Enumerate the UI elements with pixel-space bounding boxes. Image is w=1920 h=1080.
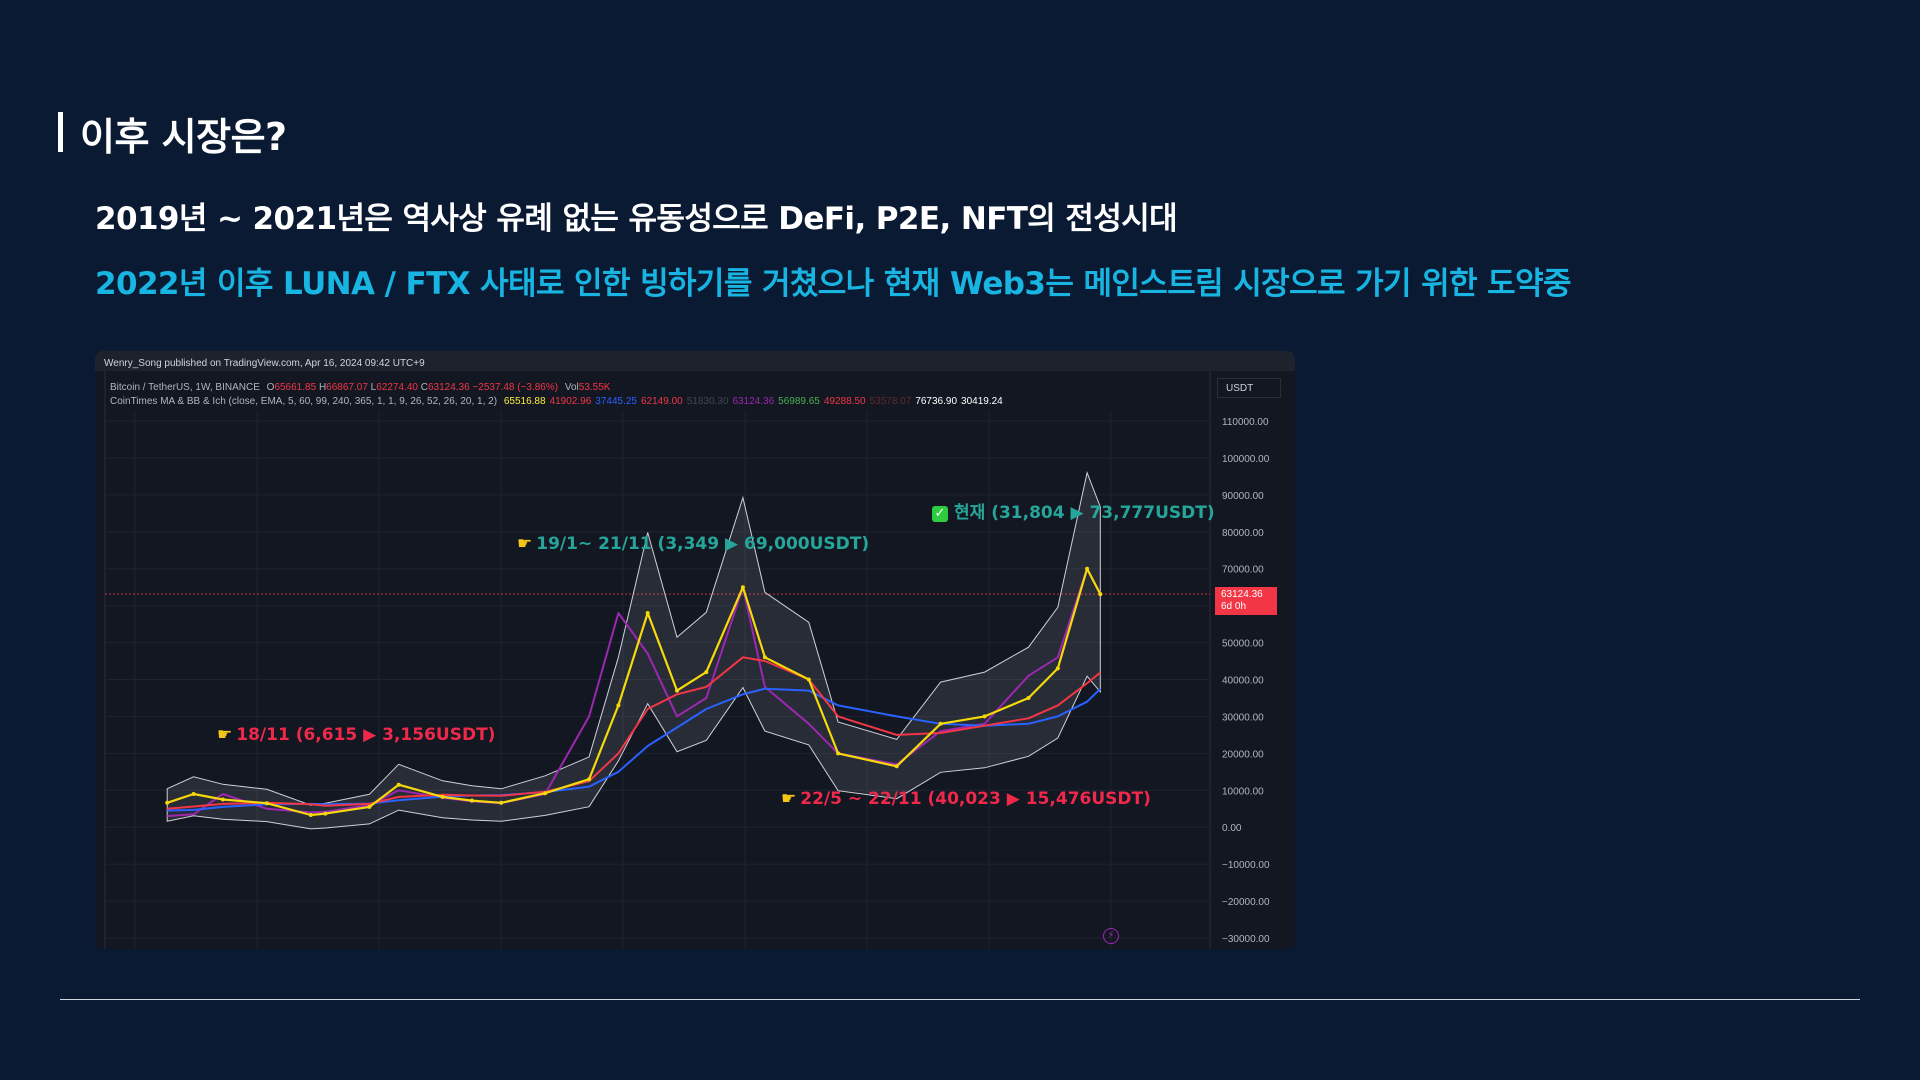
indicator-value: 63124.36 xyxy=(732,396,775,407)
chart-header-strip xyxy=(95,351,1295,371)
bottom-divider xyxy=(60,999,1860,1000)
data-point xyxy=(440,794,445,799)
data-point xyxy=(982,714,987,719)
data-point xyxy=(396,782,401,787)
indicator-value: 37445.25 xyxy=(595,396,637,407)
open-label: O xyxy=(266,382,275,393)
currency-selector[interactable]: USDT xyxy=(1217,378,1281,398)
y-tick-label: 40000.00 xyxy=(1222,676,1264,687)
data-point xyxy=(367,804,372,809)
y-tick-label: 70000.00 xyxy=(1222,565,1264,576)
data-point xyxy=(836,751,841,756)
indicator-name: CoinTimes MA & BB & Ich (close, EMA, 5, … xyxy=(110,396,498,407)
volume-label: Vol xyxy=(564,382,579,393)
y-tick-label: 80000.00 xyxy=(1222,528,1264,539)
data-point xyxy=(469,798,474,803)
data-point xyxy=(191,792,196,796)
indicator-value: 49288.50 xyxy=(823,396,866,407)
data-point xyxy=(1098,592,1103,597)
data-point xyxy=(499,800,504,805)
y-tick-label: 30000.00 xyxy=(1222,712,1264,723)
lightning-icon[interactable]: ⚡ xyxy=(1103,928,1119,944)
title-accent-bar xyxy=(58,112,63,152)
low-value: 62274.40 xyxy=(376,382,418,393)
y-tick-label: 100000.00 xyxy=(1222,454,1270,465)
data-point xyxy=(587,777,592,782)
close-label: C xyxy=(420,382,428,393)
indicator-value: 30419.24 xyxy=(961,396,1003,407)
data-point xyxy=(675,688,679,693)
pointing-hand-icon: ☛ xyxy=(217,725,233,745)
data-point xyxy=(543,791,548,796)
data-point xyxy=(740,585,745,590)
data-point xyxy=(704,670,709,675)
last-price: 63124.36 xyxy=(1221,589,1263,600)
annotation-bear-2018: ☛ 18/11 (6,615 ▶ 3,156USDT) xyxy=(217,725,495,745)
annotation-bull-text: 19/1~ 21/11 (3,349 ▶ 69,000USDT) xyxy=(536,534,870,554)
low-label: L xyxy=(370,382,377,393)
data-point xyxy=(762,655,767,660)
indicator-value: 62149.00 xyxy=(641,396,683,407)
volume-value: 53.55K xyxy=(578,382,611,393)
y-tick-label: 10000.00 xyxy=(1222,786,1264,797)
change-value: −2537.48 (−3.86%) xyxy=(472,382,559,393)
pointing-hand-icon: ☛ xyxy=(517,534,533,554)
y-tick-label: 90000.00 xyxy=(1222,491,1264,502)
y-tick-label: 110000.00 xyxy=(1222,417,1269,428)
close-value: 63124.36 xyxy=(427,382,470,393)
chart-canvas: 110000.00 100000.00 90000.00 80000.00 70000.… xyxy=(95,351,1295,949)
data-point xyxy=(894,764,899,769)
high-value: 66867.07 xyxy=(326,382,368,393)
annotation-bear-2018-text: 18/11 (6,615 ▶ 3,156USDT) xyxy=(236,725,496,745)
y-tick-label: −10000.00 xyxy=(1222,860,1270,871)
subtitle-line-1: 2019년 ~ 2021년은 역사상 유례 없는 유동성으로 DeFi, P2E… xyxy=(95,201,1178,237)
data-point xyxy=(308,813,313,817)
published-caption: Wenry_Song published on TradingView.com,… xyxy=(104,358,425,369)
y-tick-label: −30000.00 xyxy=(1222,934,1270,945)
data-point xyxy=(806,677,811,682)
bollinger-band xyxy=(166,470,1101,830)
data-point xyxy=(616,703,621,708)
data-point xyxy=(938,721,943,726)
indicator-value: 76736.90 xyxy=(915,396,958,407)
pointing-hand-icon: ☛ xyxy=(781,789,797,809)
annotation-current: ✓ 현재 (31,804 ▶ 73,777USDT) xyxy=(932,498,1215,523)
data-point xyxy=(264,801,269,806)
annotation-bear-2022: ☛ 22/5 ~ 22/11 (40,023 ▶ 15,476USDT) xyxy=(781,789,1151,809)
data-point xyxy=(323,811,328,816)
check-mark-icon: ✓ xyxy=(932,506,948,522)
symbol-legend: Bitcoin / TetherUS, 1W, BINANCE O65661.8… xyxy=(110,382,610,393)
last-price-tag: 63124.36 6d 0h xyxy=(1215,587,1277,615)
price-chart: 110000.00 100000.00 90000.00 80000.00 70000.… xyxy=(95,351,1295,949)
slide-title: 이후 시장은? xyxy=(80,115,287,159)
indicator-value: 51830.30 xyxy=(686,396,729,407)
open-value: 65661.85 xyxy=(274,382,317,393)
symbol-name: Bitcoin / TetherUS, 1W, BINANCE xyxy=(110,382,260,393)
data-point xyxy=(1026,696,1031,700)
y-tick-label: 50000.00 xyxy=(1222,639,1264,650)
y-tick-label: 20000.00 xyxy=(1222,749,1264,760)
y-tick-label: −20000.00 xyxy=(1222,897,1270,908)
data-point xyxy=(220,797,225,802)
countdown: 6d 0h xyxy=(1221,601,1247,612)
indicator-value: 56989.65 xyxy=(778,396,820,407)
indicator-value: 41902.96 xyxy=(549,396,592,407)
data-point xyxy=(645,611,650,615)
high-label: H xyxy=(318,382,327,393)
data-point xyxy=(1055,666,1060,671)
series-line xyxy=(167,567,1102,818)
annotation-current-text: 현재 (31,804 ▶ 73,777USDT) xyxy=(954,503,1215,523)
annotation-bull-run: ☛ 19/1~ 21/11 (3,349 ▶ 69,000USDT) xyxy=(517,534,869,554)
indicator-value: 53578.07 xyxy=(869,396,912,407)
annotation-bear-2022-text: 22/5 ~ 22/11 (40,023 ▶ 15,476USDT) xyxy=(800,789,1151,809)
series-line xyxy=(167,656,1101,810)
subtitle-line-2: 2022년 이후 LUNA / FTX 사태로 인한 빙하기를 거쳤으나 현재 … xyxy=(95,266,1572,302)
series-line xyxy=(166,567,1102,817)
data-point xyxy=(165,800,170,805)
indicator-legend: CoinTimes MA & BB & Ich (close, EMA, 5, … xyxy=(110,396,1007,407)
y-tick-label: 0.00 xyxy=(1222,823,1242,834)
data-point xyxy=(1085,566,1090,571)
indicator-value: 65516.88 xyxy=(503,396,546,407)
